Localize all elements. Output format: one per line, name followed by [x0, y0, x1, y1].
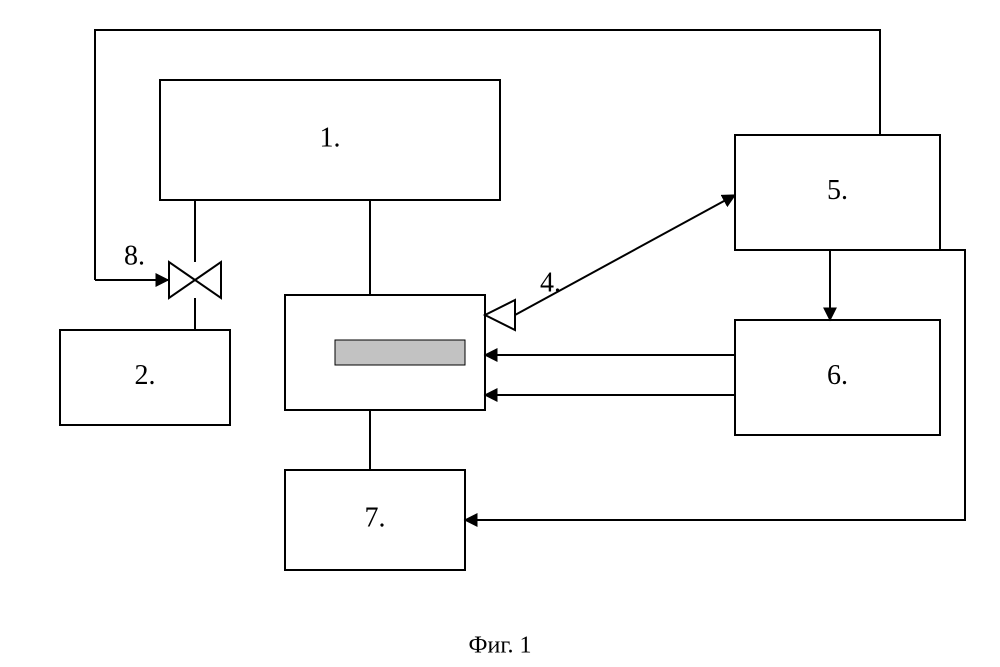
inner-sample-rect — [335, 340, 465, 365]
box-label-b6: 6. — [827, 360, 848, 391]
sensor-triangle-icon — [485, 300, 515, 330]
label-8: 8. — [124, 240, 145, 271]
route-top_feedback — [95, 30, 880, 280]
valve-icon — [169, 262, 195, 298]
figure-caption: Фиг. 1 — [469, 633, 532, 659]
box-label-b7: 7. — [365, 502, 386, 533]
valve-icon — [195, 262, 221, 298]
box-label-b1: 1. — [320, 122, 341, 153]
label-4: 4. — [540, 267, 561, 298]
box-label-b5: 5. — [827, 175, 848, 206]
box-label-b2: 2. — [135, 360, 156, 391]
arrow-a4_to_5 — [515, 195, 735, 315]
